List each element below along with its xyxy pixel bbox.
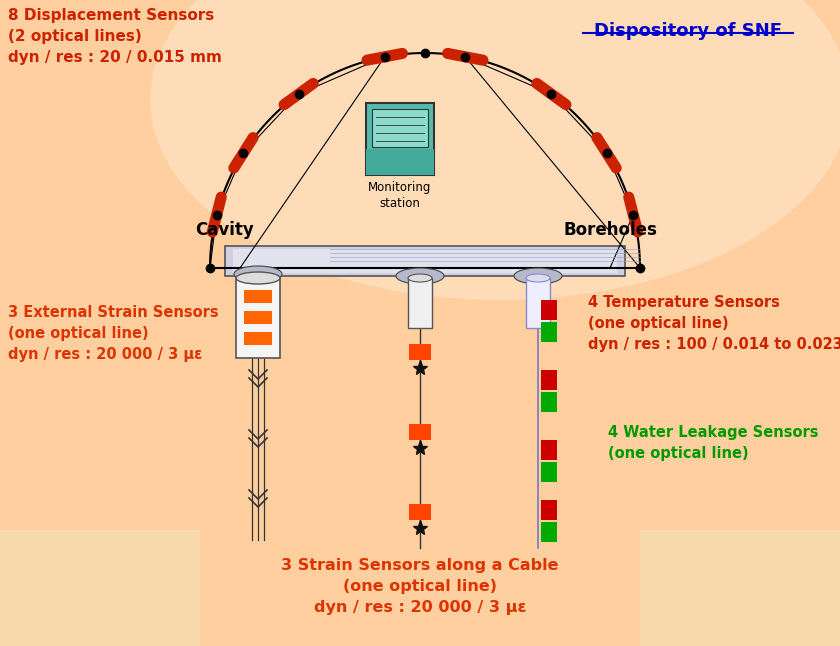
FancyBboxPatch shape: [526, 278, 550, 328]
FancyBboxPatch shape: [541, 392, 557, 412]
FancyBboxPatch shape: [640, 530, 840, 646]
FancyBboxPatch shape: [236, 278, 280, 358]
Text: Dispository of SNF: Dispository of SNF: [594, 22, 782, 40]
Text: Monitoring
station: Monitoring station: [368, 181, 432, 210]
Text: 3 External Strain Sensors
(one optical line)
dyn / res : 20 000 / 3 με: 3 External Strain Sensors (one optical l…: [8, 305, 218, 362]
FancyBboxPatch shape: [0, 530, 200, 646]
FancyBboxPatch shape: [541, 500, 557, 520]
FancyBboxPatch shape: [244, 332, 272, 345]
FancyBboxPatch shape: [541, 522, 557, 542]
Text: 4 Temperature Sensors
(one optical line)
dyn / res : 100 / 0.014 to 0.023 K: 4 Temperature Sensors (one optical line)…: [588, 295, 840, 352]
Text: 8 Displacement Sensors
(2 optical lines)
dyn / res : 20 / 0.015 mm: 8 Displacement Sensors (2 optical lines)…: [8, 8, 222, 65]
Ellipse shape: [236, 272, 280, 284]
Ellipse shape: [150, 0, 840, 300]
FancyBboxPatch shape: [244, 290, 272, 303]
Ellipse shape: [396, 268, 444, 284]
Text: Cavity: Cavity: [196, 221, 255, 239]
FancyBboxPatch shape: [541, 300, 557, 320]
FancyBboxPatch shape: [541, 370, 557, 390]
Text: 3 Strain Sensors along a Cable
(one optical line)
dyn / res : 20 000 / 3 με: 3 Strain Sensors along a Cable (one opti…: [281, 558, 559, 615]
FancyBboxPatch shape: [409, 504, 431, 520]
Text: 4 Water Leakage Sensors
(one optical line): 4 Water Leakage Sensors (one optical lin…: [608, 425, 818, 461]
FancyBboxPatch shape: [233, 249, 617, 273]
FancyBboxPatch shape: [366, 103, 434, 175]
Ellipse shape: [514, 268, 562, 284]
FancyBboxPatch shape: [541, 322, 557, 342]
Ellipse shape: [234, 266, 282, 282]
Ellipse shape: [526, 274, 550, 282]
FancyBboxPatch shape: [409, 344, 431, 360]
FancyBboxPatch shape: [408, 278, 432, 328]
FancyBboxPatch shape: [372, 109, 428, 147]
Ellipse shape: [408, 274, 432, 282]
FancyBboxPatch shape: [225, 246, 625, 276]
FancyBboxPatch shape: [244, 311, 272, 324]
FancyBboxPatch shape: [541, 462, 557, 482]
FancyBboxPatch shape: [366, 149, 434, 175]
FancyBboxPatch shape: [409, 424, 431, 440]
FancyBboxPatch shape: [541, 440, 557, 460]
Text: Boreholes: Boreholes: [563, 221, 657, 239]
